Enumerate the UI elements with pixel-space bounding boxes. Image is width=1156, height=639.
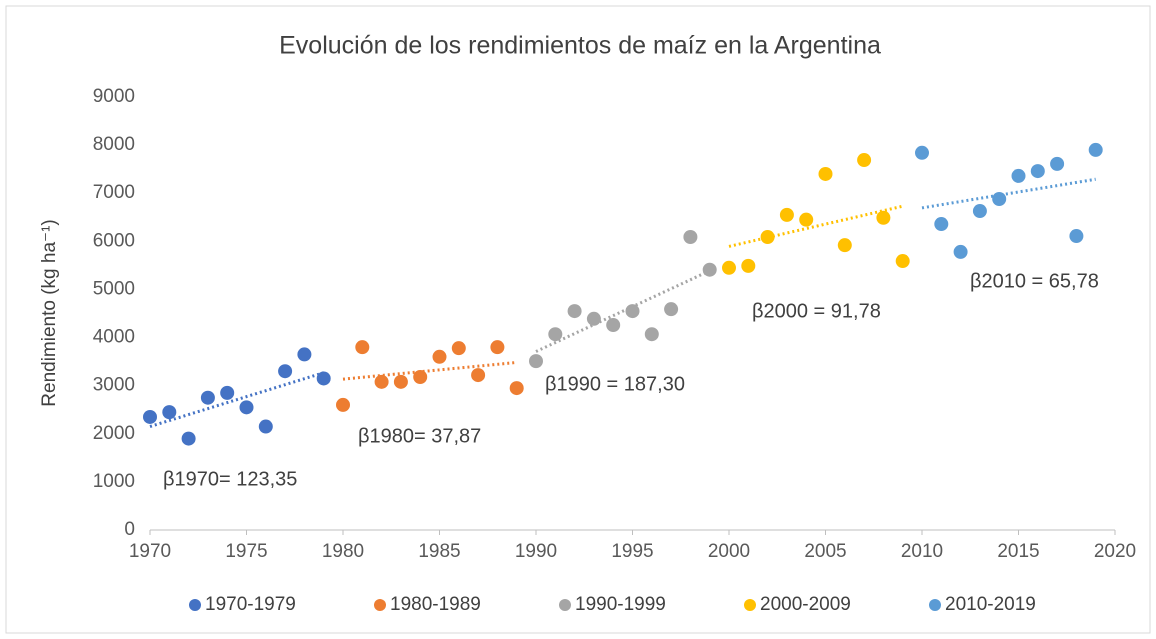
point: [220, 385, 235, 400]
point: [162, 405, 177, 420]
legend-marker: [744, 599, 756, 611]
point: [586, 311, 601, 326]
x-tick-label: 1980: [322, 541, 364, 562]
point: [336, 397, 350, 412]
y-tick-label: 1000: [93, 471, 135, 492]
point: [722, 260, 736, 275]
point: [799, 212, 814, 227]
point: [1088, 142, 1103, 157]
legend-label: 1990-1999: [575, 594, 666, 615]
point: [953, 244, 968, 259]
legend-marker: [189, 599, 201, 611]
x-tick-label: 1970: [129, 541, 171, 562]
point: [992, 191, 1007, 206]
point: [1011, 168, 1026, 183]
x-tick-label: 1995: [611, 541, 653, 562]
point: [548, 327, 563, 342]
x-tick-label: 1975: [225, 541, 267, 562]
point: [432, 349, 447, 364]
point: [490, 340, 505, 355]
point: [239, 400, 254, 415]
trendline: [342, 360, 517, 381]
point: [741, 258, 756, 273]
point: [393, 374, 408, 389]
y-tick-label: 2000: [93, 423, 135, 444]
legend-label: 1970-1979: [205, 594, 296, 615]
point: [818, 166, 833, 181]
point: [702, 262, 717, 277]
point: [181, 431, 196, 446]
annotation: β1990 = 187,30: [545, 373, 685, 395]
chart-title: Evolución de los rendimientos de maíz en…: [279, 32, 881, 60]
point: [915, 145, 929, 160]
point: [451, 341, 466, 356]
chart-frame: [5, 5, 1151, 634]
y-tick-label: 6000: [93, 230, 135, 251]
point: [934, 217, 949, 232]
point: [837, 238, 852, 253]
point: [355, 340, 370, 355]
legend-label: 2010-2019: [945, 594, 1036, 615]
trendline: [921, 177, 1096, 210]
y-tick-label: 7000: [93, 182, 135, 203]
annotation: β1970= 123,35: [163, 468, 297, 490]
point: [779, 207, 794, 222]
point: [509, 381, 524, 396]
point: [857, 153, 872, 168]
annotation: β1980= 37,87: [358, 425, 481, 447]
y-tick-label: 5000: [93, 278, 135, 299]
trendline: [535, 269, 711, 353]
point: [760, 230, 775, 245]
y-tick-label: 8000: [93, 134, 135, 155]
legend-label: 2000-2009: [760, 594, 851, 615]
annotation: β2010 = 65,78: [970, 270, 1099, 292]
point: [413, 370, 428, 385]
x-tick-label: 2015: [997, 541, 1039, 562]
x-tick-label: 2020: [1094, 541, 1136, 562]
annotation: β2000 = 91,78: [752, 300, 881, 322]
legend-marker: [559, 599, 571, 611]
point: [258, 419, 273, 434]
legend-marker: [374, 599, 386, 611]
point: [567, 304, 582, 319]
legend-marker: [929, 599, 941, 611]
y-tick-label: 4000: [93, 327, 135, 348]
point: [471, 368, 486, 383]
y-tick-label: 0: [124, 519, 135, 540]
point: [1050, 156, 1065, 171]
point: [644, 327, 659, 342]
point: [529, 354, 543, 369]
point: [1030, 164, 1045, 179]
point: [876, 210, 891, 225]
point: [683, 230, 698, 245]
x-tick-label: 1985: [418, 541, 460, 562]
point: [1069, 229, 1084, 244]
y-axis-label: Rendimiento (kg ha⁻¹): [39, 219, 60, 406]
x-tick-label: 2000: [708, 541, 750, 562]
point: [374, 374, 389, 389]
point: [606, 318, 621, 333]
x-tick-label: 2010: [901, 541, 943, 562]
point: [143, 409, 157, 424]
point: [200, 390, 215, 405]
y-tick-label: 3000: [93, 375, 135, 396]
x-tick-label: 1990: [515, 541, 557, 562]
point: [972, 204, 987, 219]
point: [278, 364, 293, 379]
point: [297, 347, 312, 362]
point: [625, 304, 640, 319]
trendline: [149, 371, 325, 428]
y-tick-label: 9000: [93, 86, 135, 107]
point: [316, 371, 331, 386]
point: [895, 254, 910, 269]
x-tick-label: 2005: [804, 541, 846, 562]
legend-label: 1980-1989: [390, 594, 481, 615]
point: [664, 302, 679, 317]
